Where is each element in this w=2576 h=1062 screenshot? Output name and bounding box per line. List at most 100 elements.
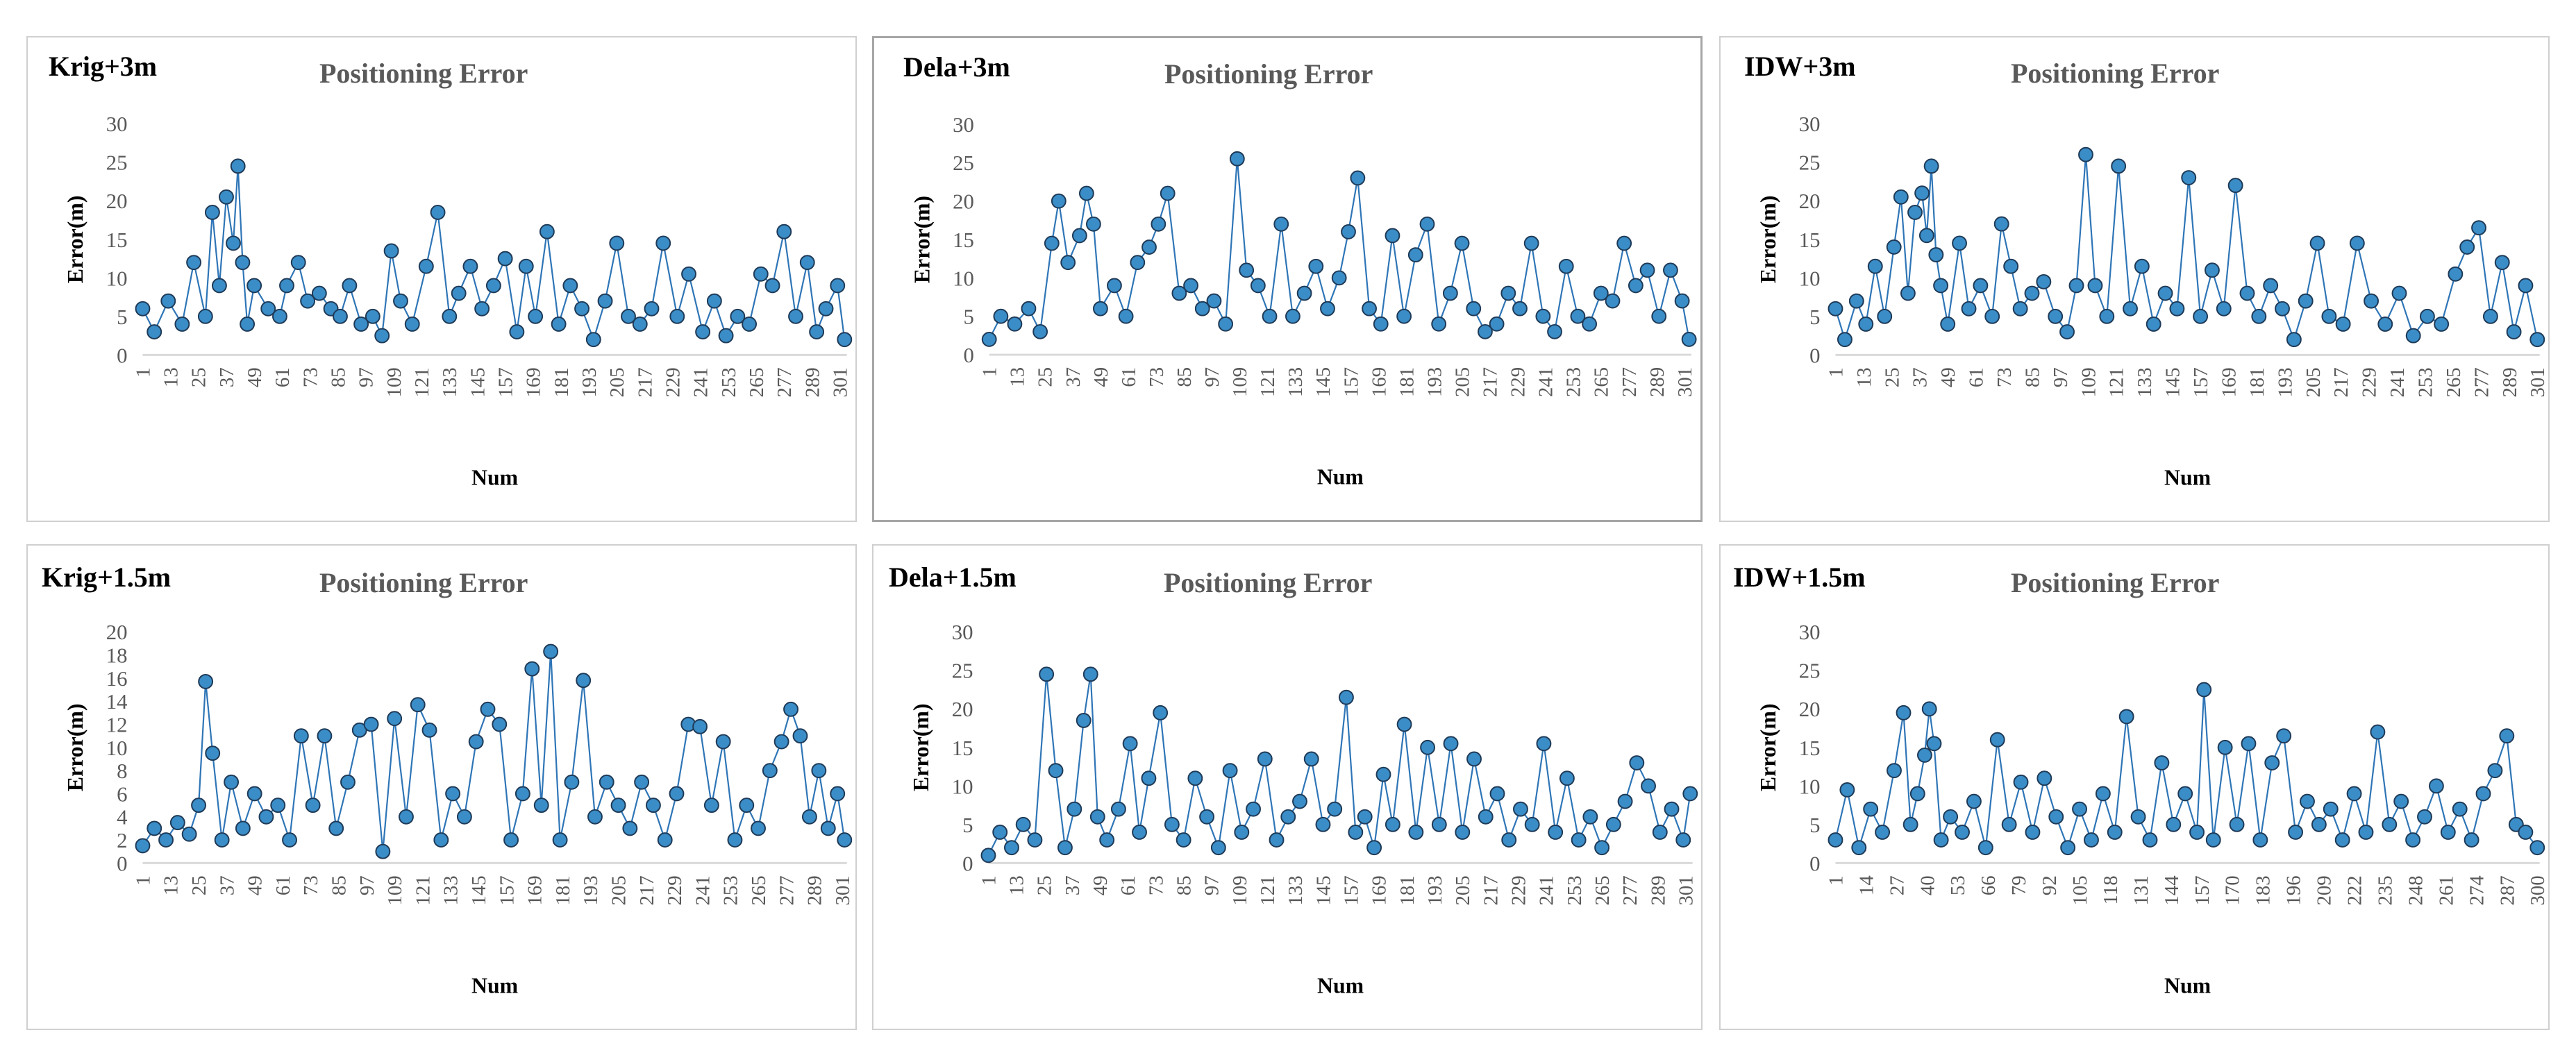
chart-title: Positioning Error xyxy=(319,58,528,89)
x-tick-label: 121 xyxy=(412,875,434,905)
x-tick-label: 193 xyxy=(580,875,602,905)
data-point xyxy=(147,820,162,836)
chart-tag: Dela+1.5m xyxy=(889,562,1017,593)
x-tick-label: 157 xyxy=(2190,367,2212,397)
data-point xyxy=(597,293,613,309)
data-point xyxy=(246,278,262,294)
x-tick-label: 181 xyxy=(2246,367,2268,397)
x-tick-label: 14 xyxy=(1855,875,1877,895)
data-point xyxy=(1914,185,1930,201)
data-point xyxy=(211,278,227,294)
data-point xyxy=(609,235,625,251)
data-point xyxy=(2177,786,2193,802)
data-point xyxy=(2499,728,2515,744)
x-tick-label: 277 xyxy=(2470,367,2493,397)
data-point xyxy=(1984,308,2000,324)
data-point xyxy=(2309,235,2325,251)
x-tick-label: 1 xyxy=(979,367,1001,377)
data-point xyxy=(2229,816,2245,832)
x-tick-label: 133 xyxy=(440,875,462,905)
data-point xyxy=(1315,816,1331,832)
x-tick-label: 49 xyxy=(1089,875,1112,895)
x-tick-label: 61 xyxy=(1117,875,1139,895)
data-point xyxy=(2111,158,2127,174)
data-point xyxy=(2300,793,2315,809)
x-tick-label: 241 xyxy=(1535,367,1557,397)
chart-title: Positioning Error xyxy=(319,567,528,598)
data-point xyxy=(1837,332,1852,348)
data-point xyxy=(1594,840,1610,856)
data-point xyxy=(2095,786,2111,802)
x-tick-label: 61 xyxy=(272,875,294,895)
y-tick-label: 15 xyxy=(952,736,973,760)
data-point xyxy=(773,734,789,750)
data-point xyxy=(1993,216,2009,232)
y-tick-label: 5 xyxy=(964,305,974,329)
data-point xyxy=(1605,816,1621,832)
data-point xyxy=(2529,332,2545,348)
data-point xyxy=(2024,285,2040,301)
x-tick-label: 27 xyxy=(1886,875,1908,895)
data-point xyxy=(1218,316,1234,332)
data-point xyxy=(2036,273,2052,289)
chart-title: Positioning Error xyxy=(2011,58,2220,89)
data-point xyxy=(1234,825,1250,840)
data-point xyxy=(1110,801,1126,817)
data-point xyxy=(788,308,803,324)
y-tick-label: 25 xyxy=(953,151,974,175)
x-axis-title: Num xyxy=(1317,973,1364,997)
data-point xyxy=(1989,732,2005,748)
x-tick-label: 261 xyxy=(2435,875,2457,905)
data-point xyxy=(2377,317,2393,332)
data-point xyxy=(1443,736,1459,752)
y-axis-title: Error(m) xyxy=(1756,196,1780,284)
x-tick-label: 133 xyxy=(1285,367,1307,397)
data-point xyxy=(1535,308,1551,324)
y-tick-label: 25 xyxy=(1799,151,1821,175)
data-point xyxy=(451,285,467,301)
data-point xyxy=(533,798,549,814)
data-point xyxy=(1257,751,1273,767)
series-line xyxy=(988,158,1690,340)
data-point xyxy=(1327,801,1343,817)
data-point xyxy=(1021,301,1037,317)
x-tick-label: 229 xyxy=(1508,875,1530,905)
data-point xyxy=(1071,228,1087,244)
x-axis-title: Num xyxy=(471,973,518,997)
data-point xyxy=(2448,266,2464,282)
data-point xyxy=(1107,278,1122,294)
y-tick-label: 20 xyxy=(953,190,974,214)
data-point xyxy=(2286,332,2302,348)
x-tick-label: 196 xyxy=(2283,875,2305,905)
data-point xyxy=(1280,809,1296,825)
data-point xyxy=(1015,816,1031,832)
data-point xyxy=(820,820,836,836)
x-tick-label: 109 xyxy=(383,367,405,397)
data-point xyxy=(993,308,1009,324)
x-tick-label: 265 xyxy=(748,875,770,905)
data-point xyxy=(2154,755,2170,770)
x-tick-label: 85 xyxy=(328,875,351,895)
data-point xyxy=(695,324,711,340)
x-tick-label: 205 xyxy=(2302,367,2325,397)
data-point xyxy=(2321,308,2337,324)
x-tick-label: 105 xyxy=(2069,875,2091,905)
data-point xyxy=(2393,793,2409,809)
data-point xyxy=(762,763,778,779)
data-point xyxy=(2078,146,2093,162)
x-tick-label: 109 xyxy=(1229,875,1251,905)
x-tick-label: 121 xyxy=(411,367,433,397)
y-tick-label: 10 xyxy=(1799,267,1821,290)
x-tick-label: 169 xyxy=(523,367,545,397)
data-point xyxy=(1455,825,1471,840)
data-point xyxy=(1141,239,1157,255)
data-point xyxy=(2323,801,2339,817)
data-point xyxy=(543,643,559,659)
data-point xyxy=(317,728,333,744)
chart-panel-dela-1-5m: 0 5 10 15 20 25 30 1 13 25 37 49 61 73 85 97 109 121 133 14… xyxy=(872,544,1703,1030)
y-tick-label: 15 xyxy=(1799,228,1821,252)
y-tick-label: 5 xyxy=(962,814,973,837)
x-tick-label: 97 xyxy=(1201,875,1223,895)
data-point xyxy=(2506,324,2522,340)
